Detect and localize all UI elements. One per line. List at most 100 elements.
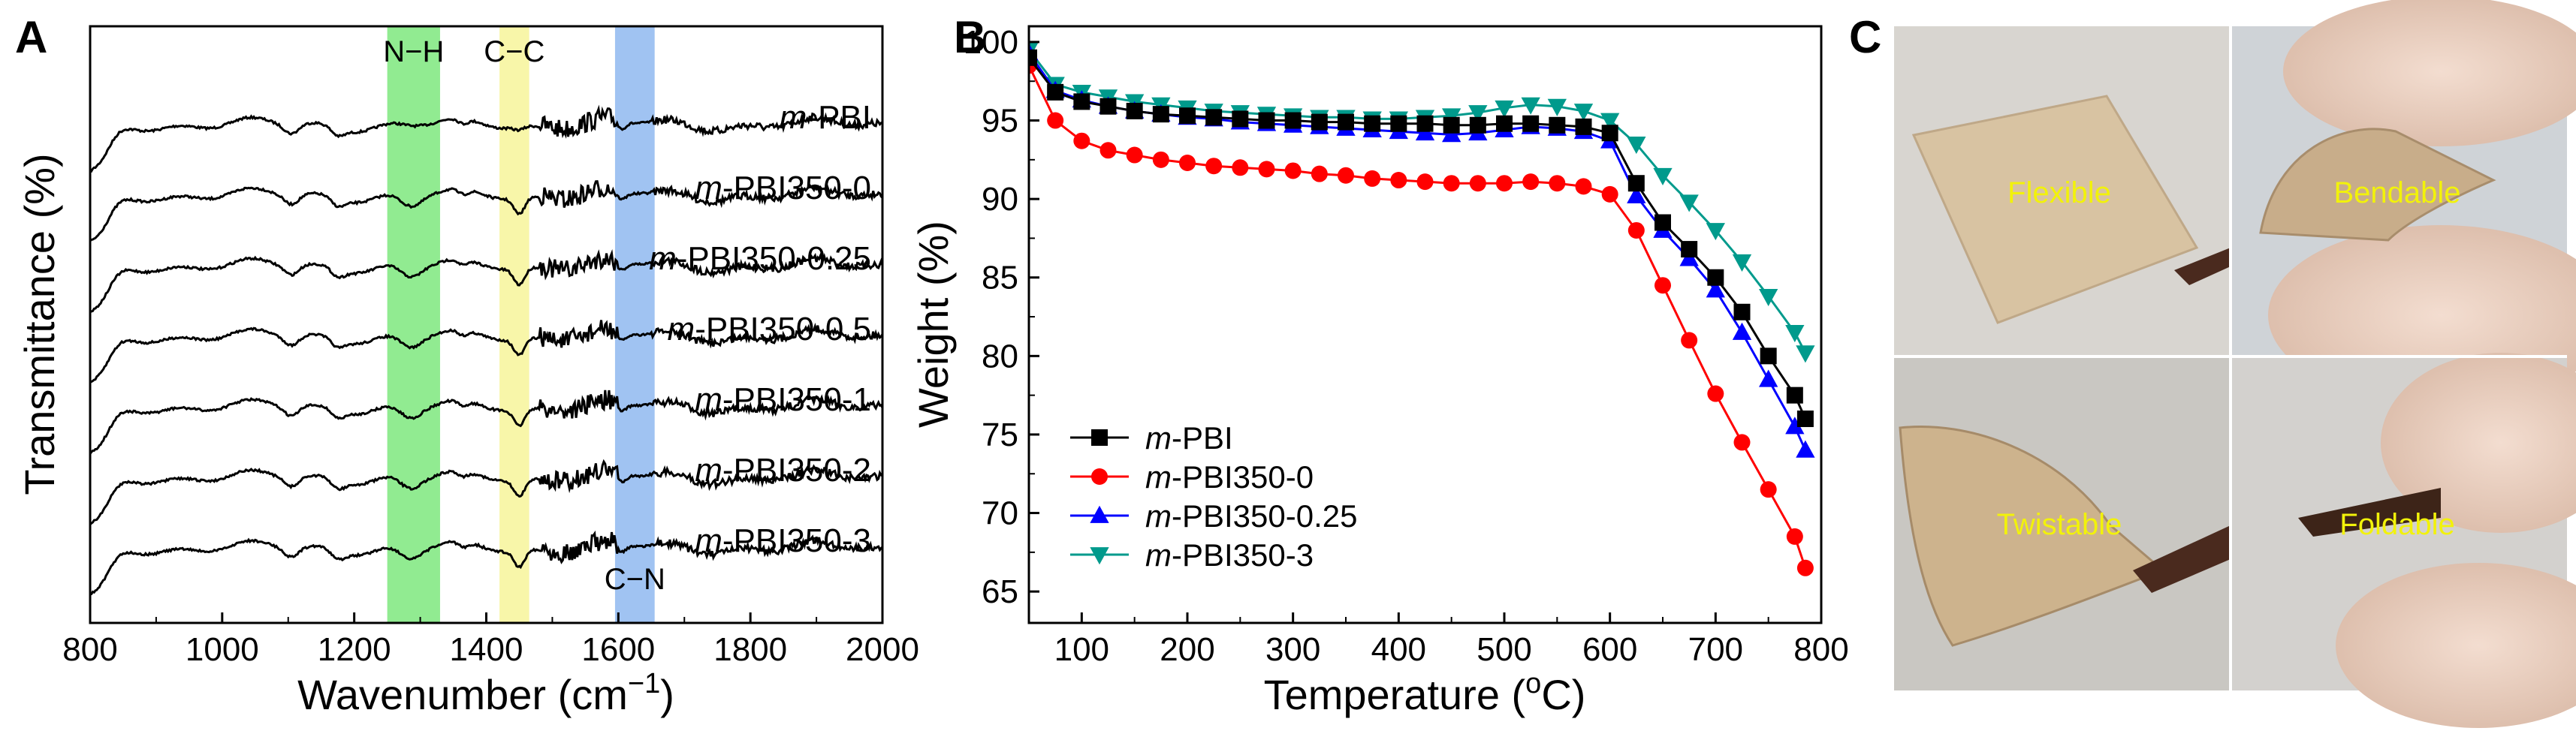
tga-point-2-30 xyxy=(1796,440,1815,458)
ftir-x-axis-title: Wavenumber (cm−1) xyxy=(297,668,674,718)
ftir-curves xyxy=(90,104,882,596)
band-label-1: C−C xyxy=(484,35,544,68)
tga-point-1-29 xyxy=(1786,528,1803,545)
tga-x-tick-label-0: 100 xyxy=(1054,631,1109,668)
tga-point-1-15 xyxy=(1416,173,1434,191)
tga-legend-marker-3 xyxy=(1090,547,1109,565)
photo-twistable: Twistable xyxy=(1894,356,2231,690)
tga-plot-frame xyxy=(1027,25,1823,624)
tga-legend-marker-0 xyxy=(1091,429,1108,446)
tga-point-1-14 xyxy=(1390,172,1407,189)
ftir-curve-label-0-italic: m xyxy=(780,99,807,136)
tga-point-0-20 xyxy=(1549,116,1566,134)
tga-point-3-25 xyxy=(1679,194,1699,212)
tga-point-3-24 xyxy=(1653,167,1673,185)
tga-point-1-5 xyxy=(1152,151,1169,168)
tga-axes: 100 200 300 400 500 600 700 800 65 70 75 80 85 90 95 10… xyxy=(964,24,1849,668)
tga-point-0-4 xyxy=(1126,102,1143,119)
ftir-x-axis: 800 1000 1200 1400 1600 1800 2000 xyxy=(62,612,919,668)
tga-point-1-13 xyxy=(1364,170,1381,187)
tga-legend-label-0: m-PBI xyxy=(1145,420,1233,456)
tga-point-1-4 xyxy=(1126,146,1143,164)
tga-point-0-26 xyxy=(1707,269,1724,286)
panel-b-letter: B xyxy=(954,12,986,62)
photo-foldable-finger-top xyxy=(2381,353,2576,533)
ftir-curve-4 xyxy=(90,390,882,455)
tga-point-2-28 xyxy=(1759,369,1778,387)
photo-foldable-finger-bottom xyxy=(2336,563,2576,728)
ftir-curve-5 xyxy=(90,459,882,525)
tga-point-0-16 xyxy=(1443,116,1460,134)
ftir-curve-label-5-rest: -PBI350-2 xyxy=(722,452,871,489)
tga-point-0-24 xyxy=(1654,214,1671,231)
ftir-curve-label-0: m-PBI xyxy=(780,99,871,136)
band-1 xyxy=(499,27,529,622)
tga-legend-label-1-italic: m xyxy=(1145,459,1172,495)
tga-point-3-20 xyxy=(1547,98,1567,116)
ftir-x-title-main: Wavenumber (cm xyxy=(297,671,628,718)
tga-point-1-22 xyxy=(1601,185,1618,203)
ftir-x-tick-label-3: 1400 xyxy=(450,631,523,668)
tga-x-tick-label-2: 300 xyxy=(1265,631,1320,668)
tga-legend-label-2-italic: m xyxy=(1145,498,1172,534)
ftir-curve-label-1-italic: m xyxy=(695,170,722,206)
tga-point-1-11 xyxy=(1311,165,1328,182)
tga-x-tick-label-6: 700 xyxy=(1688,631,1743,668)
ftir-x-tick-label-0: 800 xyxy=(62,631,117,668)
band-0 xyxy=(387,27,440,622)
tga-point-0-29 xyxy=(1786,387,1803,404)
tga-point-0-10 xyxy=(1284,112,1302,129)
ftir-curve-label-3: m-PBI350-0.5 xyxy=(668,311,871,347)
tga-point-0-7 xyxy=(1205,109,1223,126)
tga-legend-marker-2 xyxy=(1090,505,1109,523)
tga-legend-label-3-rest: -PBI350-3 xyxy=(1172,537,1314,573)
tga-point-0-2 xyxy=(1073,93,1090,110)
tga-x-title-tail: C) xyxy=(1541,671,1585,718)
tga-point-2-23 xyxy=(1627,185,1646,203)
tga-point-1-23 xyxy=(1627,221,1645,239)
tga-point-0-11 xyxy=(1311,113,1328,131)
tga-y-tick-label-7: 100 xyxy=(964,24,1018,61)
tga-point-0-0 xyxy=(1029,49,1037,66)
tga-point-0-21 xyxy=(1575,118,1592,135)
ftir-curve-label-0-rest: -PBI xyxy=(807,99,871,136)
band-2 xyxy=(614,27,655,622)
photo-flexible: Flexible xyxy=(1894,26,2231,356)
ftir-curve-label-2: m-PBI350-0.25 xyxy=(649,240,871,277)
tga-x-tick-label-3: 400 xyxy=(1371,631,1426,668)
tga-point-0-15 xyxy=(1416,115,1434,132)
tga-x-axis-title: Temperature (oC) xyxy=(1264,668,1586,718)
ftir-curve-3 xyxy=(90,320,882,384)
tga-point-0-8 xyxy=(1232,110,1249,128)
ftir-x-tick-label-6: 2000 xyxy=(846,631,919,668)
tga-x-title-main: Temperature ( xyxy=(1264,671,1526,718)
tga-point-0-5 xyxy=(1152,106,1169,123)
tga-legend-label-3-italic: m xyxy=(1145,537,1172,573)
tga-point-3-30 xyxy=(1796,345,1815,363)
photo-foldable-tweezer xyxy=(2298,488,2441,537)
tga-point-1-16 xyxy=(1443,175,1460,192)
tga-point-3-21 xyxy=(1573,104,1594,122)
ftir-curve-0 xyxy=(90,104,882,173)
tga-point-0-9 xyxy=(1258,112,1275,129)
tga-y-tick-label-4: 85 xyxy=(982,260,1018,296)
tga-point-3-29 xyxy=(1785,325,1805,343)
tga-point-3-23 xyxy=(1627,137,1646,155)
ftir-curve-labels: m-PBIm-PBI350-0m-PBI350-0.25m-PBI350-0.5… xyxy=(649,99,871,559)
tga-point-1-2 xyxy=(1073,132,1090,149)
tga-point-0-25 xyxy=(1681,241,1698,258)
ftir-curve-1 xyxy=(90,179,882,242)
tga-point-1-8 xyxy=(1232,159,1249,176)
tga-y-tick-label-3: 80 xyxy=(982,338,1018,375)
tga-point-0-12 xyxy=(1338,113,1354,131)
ftir-bands: N−H C−C C−N xyxy=(383,27,665,622)
panel-c-letter: C xyxy=(1849,12,1881,62)
ftir-curve-label-1-rest: -PBI350-0 xyxy=(722,170,871,206)
ftir-curve-label-6-italic: m xyxy=(695,522,722,559)
ftir-curve-label-6: m-PBI350-3 xyxy=(695,522,871,559)
tga-x-tick-label-5: 600 xyxy=(1582,631,1637,668)
tga-point-1-28 xyxy=(1760,481,1777,498)
tga-point-1-1 xyxy=(1047,112,1064,129)
